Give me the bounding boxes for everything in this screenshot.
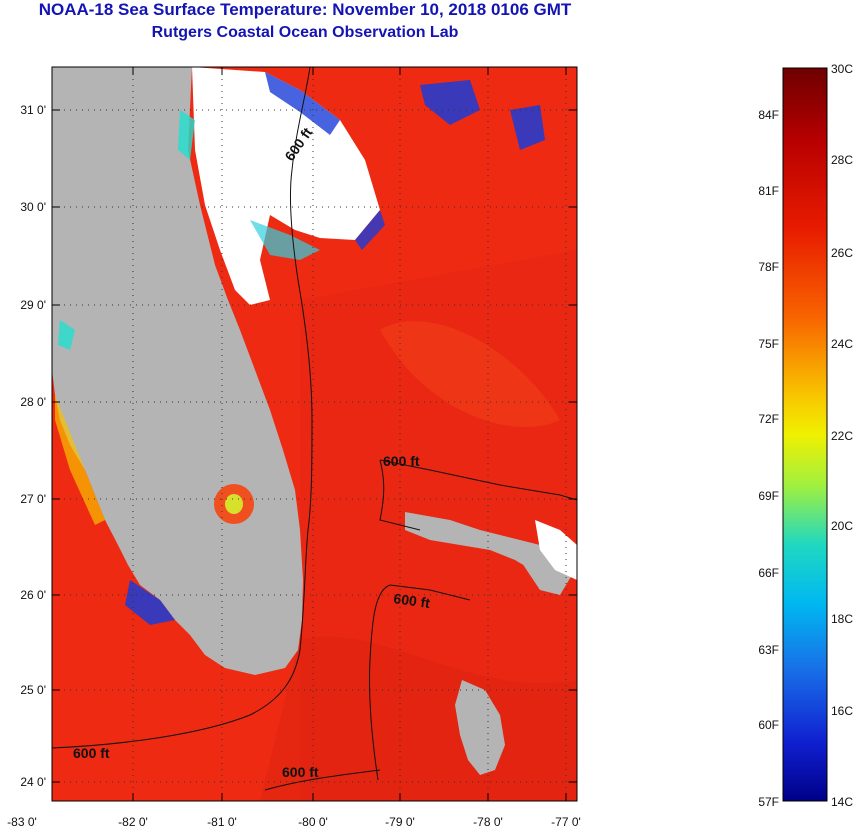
- fahrenheit-label: 81F: [758, 184, 779, 198]
- lat-label: 29 0': [20, 298, 46, 312]
- celsius-label: 14C: [831, 795, 853, 809]
- celsius-label: 18C: [831, 612, 853, 626]
- fahrenheit-label: 66F: [758, 566, 779, 580]
- celsius-label: 26C: [831, 246, 853, 260]
- isobath-lines: [52, 67, 577, 791]
- florida-landmass: [52, 67, 303, 675]
- fahrenheit-label: 63F: [758, 643, 779, 657]
- longitude-labels: -83 0' -82 0' -81 0' -80 0' -79 0' -78 0…: [7, 815, 581, 829]
- lon-label: -80 0': [298, 815, 328, 829]
- contour-label-600ft: 600 ft: [73, 745, 110, 761]
- celsius-label: 30C: [831, 62, 853, 76]
- lon-label: -78 0': [473, 815, 503, 829]
- lat-label: 31 0': [20, 103, 46, 117]
- fahrenheit-label: 72F: [758, 412, 779, 426]
- lat-label: 27 0': [20, 492, 46, 506]
- graticule: [52, 67, 577, 801]
- map-title: NOAA-18 Sea Surface Temperature: Novembe…: [38, 0, 572, 19]
- lat-label: 28 0': [20, 395, 46, 409]
- contour-label-600ft: 600 ft: [383, 453, 420, 469]
- fahrenheit-label: 84F: [758, 108, 779, 122]
- axis-ticks: [51, 67, 577, 801]
- lon-label: -81 0': [207, 815, 237, 829]
- latitude-labels: 31 0' 30 0' 29 0' 28 0' 27 0' 26 0' 25 0…: [20, 103, 46, 789]
- lon-label: -79 0': [385, 815, 415, 829]
- colorbar-fahrenheit-labels: 84F 81F 78F 75F 72F 69F 66F 63F 60F 57F: [758, 108, 779, 809]
- fahrenheit-label: 69F: [758, 489, 779, 503]
- celsius-label: 20C: [831, 519, 853, 533]
- lat-label: 24 0': [20, 775, 46, 789]
- fahrenheit-label: 78F: [758, 260, 779, 274]
- colorbar-celsius-labels: 30C 28C 26C 24C 22C 20C 18C 16C 14C: [831, 62, 853, 809]
- lon-label: -82 0': [118, 815, 148, 829]
- map-frame: [51, 66, 578, 802]
- fahrenheit-label: 75F: [758, 337, 779, 351]
- lat-label: 25 0': [20, 683, 46, 697]
- lat-label: 30 0': [20, 200, 46, 214]
- map-subtitle: Rutgers Coastal Ocean Observation Lab: [151, 24, 459, 41]
- grand-bahama: [405, 512, 555, 575]
- lon-label: -83 0': [7, 815, 37, 829]
- contour-label-600ft: 600 ft: [393, 590, 432, 611]
- celsius-label: 28C: [831, 153, 853, 167]
- lon-label: -77 0': [551, 815, 581, 829]
- celsius-label: 24C: [831, 337, 853, 351]
- celsius-label: 22C: [831, 429, 853, 443]
- contour-label-600ft: 600 ft: [282, 764, 319, 780]
- lat-label: 26 0': [20, 588, 46, 602]
- andros-island: [455, 680, 505, 775]
- celsius-label: 16C: [831, 704, 853, 718]
- fahrenheit-label: 57F: [758, 795, 779, 809]
- sst-map: 600 ft 600 ft 600 ft 600 ft 600 ft: [52, 67, 577, 801]
- fahrenheit-label: 60F: [758, 718, 779, 732]
- colorbar: [782, 67, 828, 802]
